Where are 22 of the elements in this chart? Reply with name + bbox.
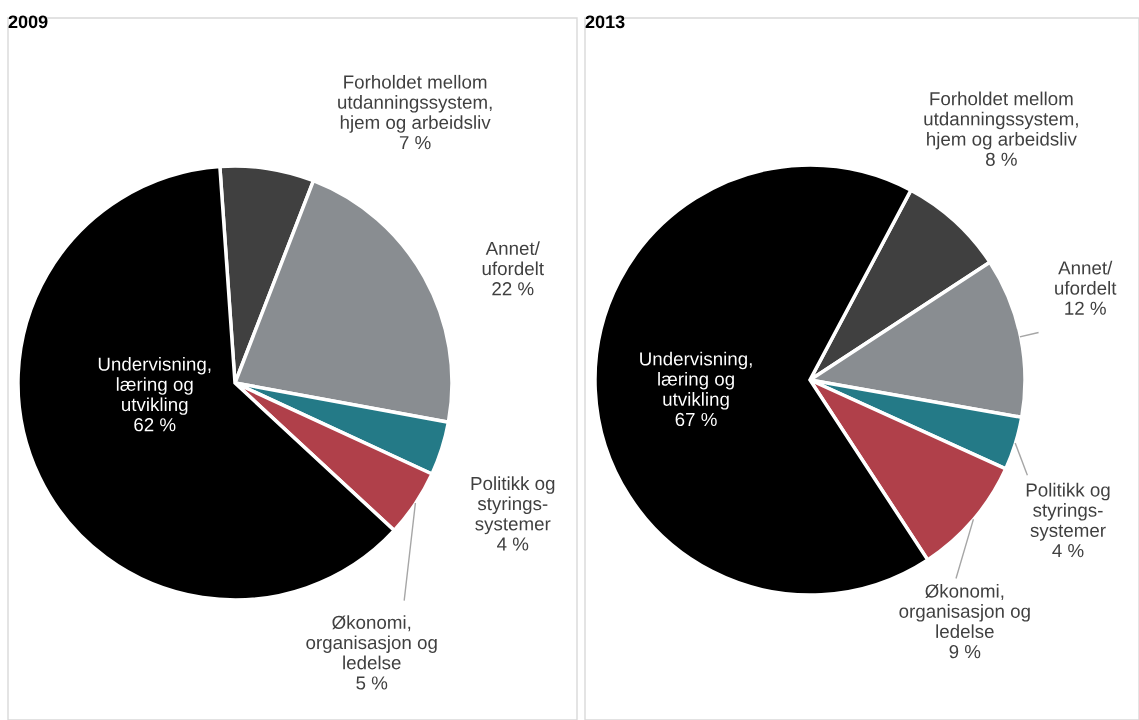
chart-title: 2009 [8,15,48,29]
slice-label: Undervisning, læring og utvikling [640,351,752,410]
chart-title: 2013 [585,15,625,29]
slice-label: Økonomi, organisasjon og ledelse [306,615,437,670]
slice-label: Politikk og styrings- systemer [1026,482,1110,541]
data-label: 4 % [1052,544,1084,558]
slice-label: Annet/ ufordelt [482,241,544,276]
data-label: 12 % [1065,301,1106,315]
slice-label: Politikk og styrings- systemer [471,476,555,535]
slice-label: Forholdet mellom utdanningssystem, hjem og arbeidsliv [924,91,1078,150]
data-label: 9 % [949,645,981,659]
data-label: 22 % [492,282,534,296]
slice-label: Økonomi, organisasjon og ledelse [899,583,1030,639]
slice-label: Annet/ ufordelt [1055,260,1117,295]
slice-label: Undervisning, læring og utvikling [98,356,211,415]
data-label: 7 % [399,136,431,150]
data-label: 4 % [497,537,529,551]
slice-label: Forholdet mellom utdanningssystem, hjem og arbeidsliv [338,74,492,133]
data-label: 62 % [134,418,176,432]
data-label: 67 % [675,412,717,427]
data-label: 8 % [986,152,1017,166]
data-label: 5 % [356,676,388,690]
